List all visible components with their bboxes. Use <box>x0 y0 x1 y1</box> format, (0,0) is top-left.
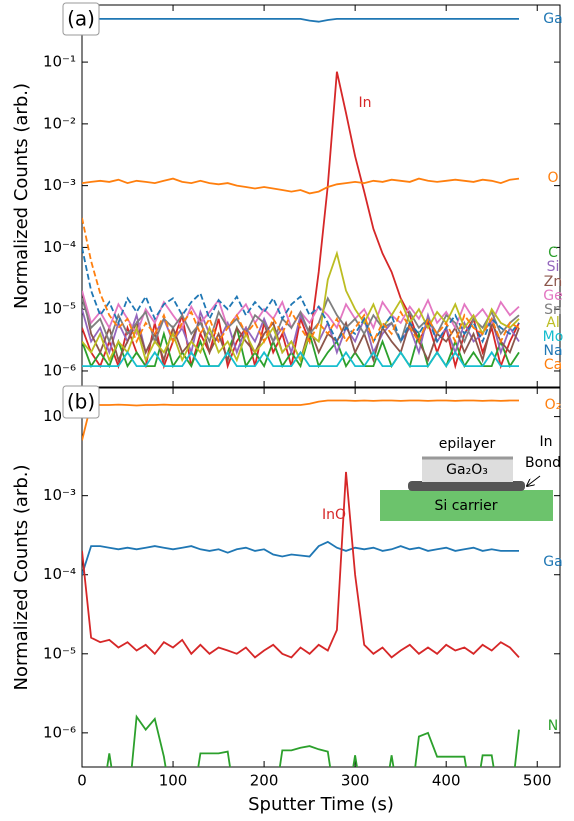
plot-frame <box>81 387 561 768</box>
y-tick-label: 10⁻³ <box>43 486 76 504</box>
x-axis-label: Sputter Time (s) <box>248 794 394 815</box>
panel-label: (a) <box>67 7 95 31</box>
x-tick-label: 200 <box>250 772 279 790</box>
series-line <box>82 471 520 659</box>
series-label: O₂ <box>545 397 562 413</box>
series-line <box>82 177 520 195</box>
y-tick-label: 10⁻¹ <box>43 53 76 71</box>
y-tick-label: 10⁻³ <box>43 176 76 194</box>
y-tick-label: 10⁻² <box>43 114 76 132</box>
panel-label-box <box>62 2 100 36</box>
series-label: Si <box>547 259 560 275</box>
series-label: N <box>548 718 558 734</box>
x-tick-label: 0 <box>77 772 87 790</box>
panel-label: (b) <box>67 390 95 414</box>
plot-frame <box>81 4 561 388</box>
series-label: Mo <box>543 329 564 345</box>
series-label: Ca <box>544 357 562 373</box>
y-axis-label: Normalized Counts (arb.) <box>11 83 32 309</box>
y-tick-label: 10⁻⁴ <box>43 238 76 256</box>
series-label: Zn <box>544 274 562 290</box>
y-tick-label: 10⁻⁵ <box>43 644 76 662</box>
y-axis-label: Normalized Counts (arb.) <box>11 465 32 691</box>
inset-label: epilayer <box>439 436 496 452</box>
inset-label: Bond <box>525 455 561 471</box>
series-line <box>82 399 519 441</box>
si-carrier-block <box>380 490 553 521</box>
series-label: Ge <box>543 288 562 304</box>
series-line <box>82 350 519 368</box>
series-label: Na <box>543 343 562 359</box>
x-tick-label: 100 <box>159 772 188 790</box>
x-tick-label: 400 <box>432 772 461 790</box>
y-tick-label: 10⁻⁵ <box>43 300 76 318</box>
y-tick-label: 10⁻⁴ <box>43 565 76 583</box>
y-tick-label: 10⁻⁶ <box>43 723 76 741</box>
inset-label: Ga₂O₃ <box>446 462 488 478</box>
panel-label-box <box>62 385 100 419</box>
bond-arrow <box>527 475 541 486</box>
bond-layer <box>408 481 525 491</box>
series-line <box>82 247 520 344</box>
series-line <box>82 18 519 23</box>
series-label: Ga <box>543 11 562 27</box>
inset-label: In <box>539 434 552 450</box>
series-label: In <box>358 95 371 111</box>
series-line <box>82 217 520 344</box>
series-label: InO <box>322 507 346 523</box>
inset-label: Si carrier <box>434 498 497 514</box>
series-label: Sn <box>544 302 562 318</box>
series-label: O <box>547 170 558 186</box>
series-label: Ga <box>543 554 562 570</box>
x-tick-label: 300 <box>341 772 370 790</box>
y-tick-label: 10⁻⁶ <box>43 361 76 379</box>
series-line <box>82 540 519 575</box>
ga2o3-block <box>422 459 513 482</box>
inset-diagram: epilayer Ga₂O₃ In Bond Si carrier <box>380 434 561 521</box>
x-tick-label: 500 <box>523 772 552 790</box>
series-line <box>106 714 520 767</box>
series-label: Al <box>546 315 559 331</box>
series-label: C <box>548 245 558 261</box>
